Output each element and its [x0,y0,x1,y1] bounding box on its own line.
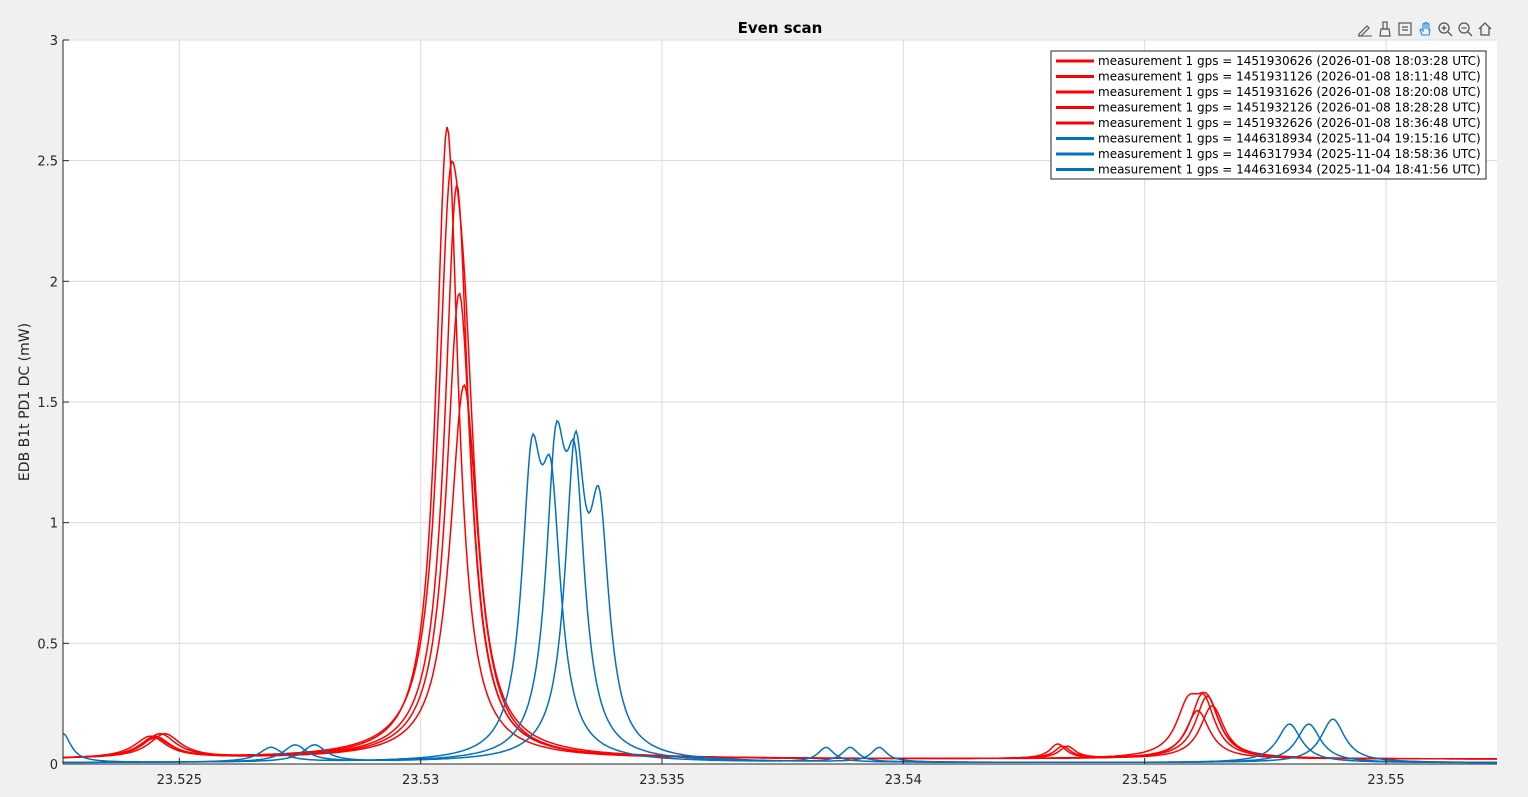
legend-entry: measurement 1 gps = 1451931126 (2026-01-… [1098,70,1481,84]
brush-icon[interactable] [1376,20,1394,38]
legend-entry: measurement 1 gps = 1446317934 (2025-11-… [1098,147,1481,161]
edit-icon[interactable] [1356,20,1374,38]
x-tick-label: 23.545 [1122,773,1168,788]
legend-entry: measurement 1 gps = 1446316934 (2025-11-… [1098,163,1481,177]
legend-entry: measurement 1 gps = 1451932126 (2026-01-… [1098,101,1481,115]
legend[interactable]: measurement 1 gps = 1451930626 (2026-01-… [1050,50,1487,180]
legend-entry: measurement 1 gps = 1451932626 (2026-01-… [1098,116,1481,130]
chart-title: Even scan [738,19,823,37]
pan-icon[interactable] [1416,20,1434,38]
y-tick-label: 0.5 [37,637,58,652]
x-tick-label: 23.53 [402,773,439,788]
y-tick-label: 1.5 [37,396,58,411]
x-tick-label: 23.525 [157,773,203,788]
series-line-8 [63,428,1497,764]
x-tick-label: 23.54 [885,773,922,788]
datatips-icon[interactable] [1396,20,1414,38]
series-line-5 [63,383,1497,760]
x-tick-label: 23.535 [639,773,685,788]
axes: 23.525 23.53 23.535 23.54 23.545 23.55 0 0.5 1 1.… [37,34,1497,788]
y-tick-label: 0 [50,758,58,773]
legend-entry: measurement 1 gps = 1451931626 (2026-01-… [1098,85,1481,99]
y-tick-label: 2.5 [37,155,58,170]
y-tick-label: 2 [50,275,58,290]
y-axis-label: EDB B1t PD1 DC (mW) [17,323,33,481]
zoom-in-icon[interactable] [1436,20,1454,38]
y-tick-label: 3 [50,34,58,49]
x-tick-label: 23.55 [1367,773,1404,788]
legend-entry: measurement 1 gps = 1451930626 (2026-01-… [1098,54,1481,68]
y-tick-label: 1 [50,517,58,532]
legend-box [1050,50,1487,180]
axes-toolbar [1356,19,1494,39]
zoom-out-icon[interactable] [1456,20,1474,38]
legend-entry: measurement 1 gps = 1446318934 (2025-11-… [1098,132,1481,146]
home-icon[interactable] [1476,20,1494,38]
series-layer [63,126,1497,764]
